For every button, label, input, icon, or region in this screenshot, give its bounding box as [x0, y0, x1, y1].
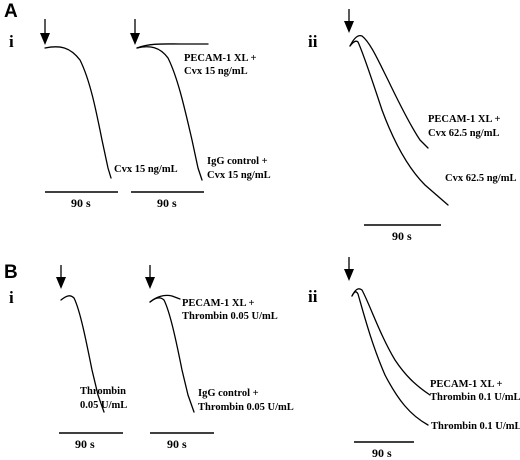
- label-igg-thrombin-0-05-line1: IgG control +: [198, 388, 259, 399]
- arrow-b-i-right: [145, 265, 155, 289]
- arrow-a-ii: [344, 9, 354, 33]
- arrow-a-i-right: [130, 19, 140, 45]
- label-pecam-xl-thrombin-0-1-line2: Thrombin 0.1 U/mL: [430, 392, 520, 403]
- trace-pecam-xl-thrombin-0-1: [351, 288, 431, 396]
- label-igg-cvx-15-line2: Cvx 15 ng/mL: [207, 170, 271, 181]
- label-pecam-xl-cvx-15-line2: Cvx 15 ng/mL: [184, 66, 248, 77]
- label-pecam-xl-thrombin-0-05-line1: PECAM-1 XL +: [182, 298, 254, 309]
- arrow-b-ii: [344, 257, 354, 281]
- label-pecam-xl-cvx-62-5-line1: PECAM-1 XL +: [428, 114, 500, 125]
- scalebar-label-a-i-left: 90 s: [71, 196, 91, 210]
- trace-cvx-15: [44, 46, 112, 179]
- label-igg-thrombin-0-05-line2: Thrombin 0.05 U/mL: [198, 402, 294, 413]
- label-igg-cvx-15-line1: IgG control +: [207, 156, 268, 167]
- label-thrombin-0-05-line1: Thrombin: [80, 386, 126, 397]
- label-thrombin-0-05-line2: 0.05 U/mL: [80, 400, 127, 411]
- panel-b-sublabel-i: i: [9, 288, 14, 307]
- label-pecam-xl-cvx-15-line1: PECAM-1 XL +: [184, 53, 256, 64]
- panel-letter-b: B: [4, 262, 18, 283]
- scalebar-label-b-i-left: 90 s: [75, 437, 95, 451]
- panel-b-sublabel-ii: ii: [308, 287, 318, 306]
- panel-a-sublabel-i: i: [9, 32, 14, 51]
- trace-igg-cvx-15: [136, 46, 203, 181]
- trace-thrombin-0-05: [60, 295, 105, 413]
- label-pecam-xl-thrombin-0-05-line2: Thrombin 0.05 U/mL: [182, 311, 278, 322]
- trace-thrombin-0-1: [351, 291, 429, 426]
- scalebar-label-b-i-right: 90 s: [167, 437, 187, 451]
- panel-letter-a: A: [4, 1, 18, 22]
- scalebar-label-b-ii: 90 s: [372, 446, 392, 460]
- label-cvx-62-5: Cvx 62.5 ng/mL: [445, 173, 516, 184]
- scalebar-label-a-ii: 90 s: [392, 229, 412, 243]
- label-pecam-xl-thrombin-0-1-line1: PECAM-1 XL +: [430, 379, 502, 390]
- arrow-b-i-left: [56, 265, 66, 289]
- panel-a-sublabel-ii: ii: [308, 32, 318, 51]
- arrow-a-i-left: [40, 19, 50, 45]
- trace-cvx-62-5: [349, 40, 449, 206]
- trace-igg-thrombin-0-05: [149, 297, 195, 413]
- label-pecam-xl-cvx-62-5-line2: Cvx 62.5 ng/mL: [428, 128, 499, 139]
- trace-pecam-xl-cvx-62-5: [349, 34, 429, 149]
- label-a-i-left-line1: Cvx 15 ng/mL: [114, 164, 178, 175]
- label-thrombin-0-1: Thrombin 0.1 U/mL: [431, 421, 520, 432]
- scalebar-label-a-i-right: 90 s: [157, 196, 177, 210]
